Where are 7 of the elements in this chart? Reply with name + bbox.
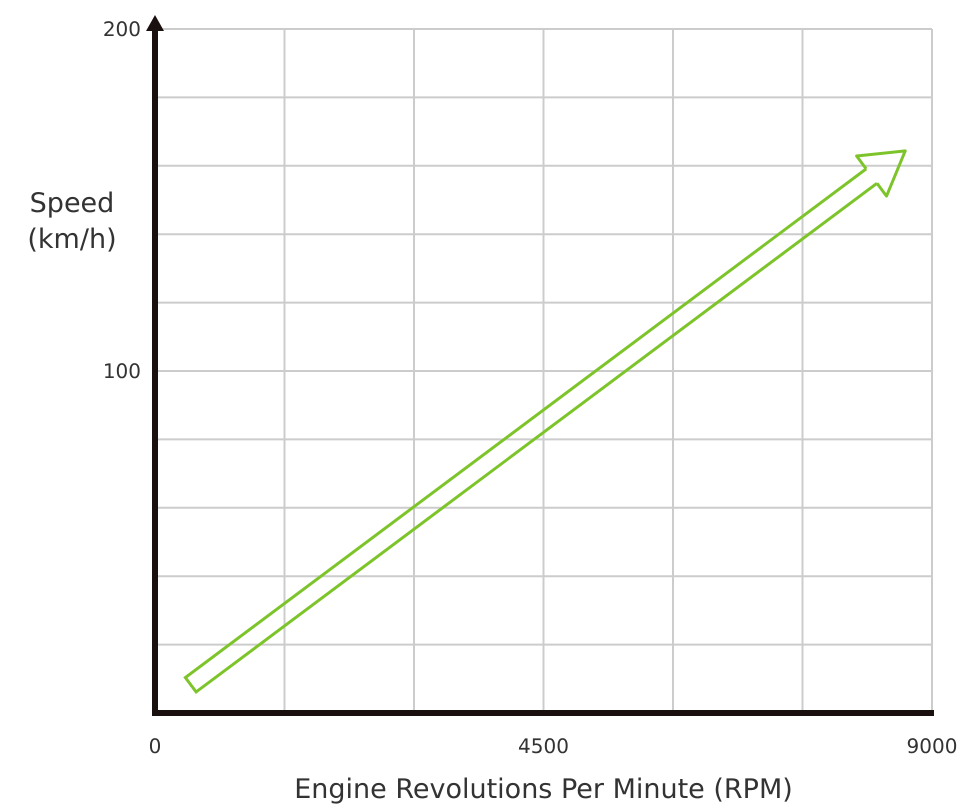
- y-tick-label: 200: [102, 17, 141, 41]
- x-axis-title: Engine Revolutions Per Minute (RPM): [294, 774, 793, 805]
- x-tick-label: 0: [148, 734, 162, 758]
- x-tick-label: 9000: [906, 734, 958, 758]
- y-tick-label: 100: [102, 359, 141, 383]
- x-tick-label: 4500: [518, 734, 569, 758]
- y-axis-title: Speed (km/h): [27, 188, 117, 255]
